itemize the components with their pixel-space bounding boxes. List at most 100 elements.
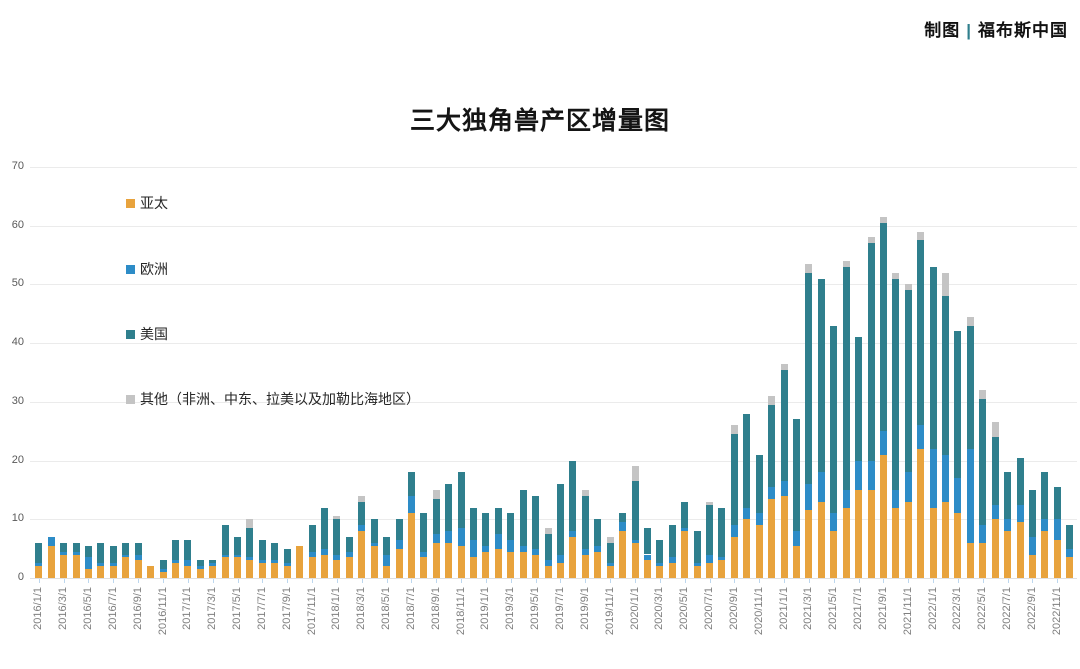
- bar-segment-europe: [1066, 548, 1074, 558]
- bar-segment-asia-pacific: [234, 557, 242, 578]
- x-tick-mark: [784, 579, 786, 583]
- bar-segment-united-states: [892, 278, 900, 490]
- bar-segment-asia-pacific: [147, 566, 155, 578]
- bar-segment-europe: [507, 539, 515, 552]
- bar-segment-europe: [320, 548, 328, 555]
- bar-segment-asia-pacific: [482, 551, 490, 578]
- bar-segment-asia-pacific: [966, 542, 974, 578]
- bar-segment-europe: [693, 563, 701, 567]
- y-tick-label-0: 0: [17, 571, 24, 583]
- bar-segment-europe: [383, 554, 391, 567]
- bar-segment-europe: [668, 557, 676, 564]
- bar-2018/6/1: [395, 0, 403, 578]
- x-tick-label-2021/1/1: 2021/1/1: [777, 587, 790, 630]
- bar-segment-united-states: [470, 507, 478, 540]
- x-tick-label-2018/9/1: 2018/9/1: [429, 587, 442, 630]
- x-tick-mark: [113, 579, 115, 583]
- x-tick-mark: [38, 579, 40, 583]
- bar-segment-asia-pacific: [1004, 531, 1012, 578]
- bar-segment-europe: [991, 504, 999, 520]
- bar-segment-asia-pacific: [296, 545, 304, 578]
- bar-2021/4/1: [817, 0, 825, 578]
- gridline-70: [30, 167, 1077, 168]
- bar-2018/12/1: [470, 0, 478, 578]
- bar-segment-europe: [1041, 519, 1049, 532]
- bar-2017/2/1: [196, 0, 204, 578]
- bar-segment-asia-pacific: [383, 566, 391, 578]
- x-tick-label-2021/11/1: 2021/11/1: [901, 587, 914, 636]
- bar-segment-asia-pacific: [581, 554, 589, 578]
- bar-segment-europe: [867, 460, 875, 490]
- bar-segment-europe: [333, 554, 341, 561]
- x-tick-label-2018/11/1: 2018/11/1: [454, 587, 467, 636]
- bar-segment-europe: [594, 545, 602, 552]
- x-tick-label-2017/1/1: 2017/1/1: [181, 587, 194, 630]
- bar-segment-asia-pacific: [606, 566, 614, 578]
- bar-segment-other-regions: [867, 237, 875, 244]
- bar-segment-united-states: [879, 222, 887, 432]
- x-tick-label-2020/9/1: 2020/9/1: [727, 587, 740, 630]
- bar-segment-united-states: [855, 337, 863, 461]
- bar-segment-asia-pacific: [544, 566, 552, 578]
- bar-2021/10/1: [892, 0, 900, 578]
- bar-segment-europe: [544, 560, 552, 567]
- bar-segment-europe: [457, 528, 465, 546]
- bar-segment-united-states: [966, 325, 974, 449]
- bar-segment-asia-pacific: [519, 551, 527, 578]
- bar-segment-asia-pacific: [370, 545, 378, 578]
- bar-segment-united-states: [556, 484, 564, 555]
- x-tick-mark: [635, 579, 636, 583]
- x-tick-mark: [262, 579, 264, 583]
- bar-segment-other-regions: [606, 536, 614, 543]
- bar-segment-europe: [1028, 536, 1036, 555]
- bar-2019/5/1: [532, 0, 540, 578]
- x-tick-label-2017/7/1: 2017/7/1: [255, 587, 268, 630]
- bar-segment-europe: [407, 495, 415, 514]
- bar-segment-asia-pacific: [507, 551, 515, 578]
- bar-2021/12/1: [917, 0, 925, 578]
- bar-2019/7/1: [556, 0, 564, 578]
- bar-segment-asia-pacific: [942, 501, 950, 578]
- bar-2021/6/1: [842, 0, 850, 578]
- bar-2016/1/1: [35, 0, 43, 578]
- bar-segment-asia-pacific: [879, 454, 887, 578]
- bar-segment-other-regions: [842, 260, 850, 267]
- bar-segment-united-states: [234, 536, 242, 555]
- bar-segment-united-states: [35, 542, 43, 564]
- bar-segment-united-states: [631, 481, 639, 540]
- bar-segment-asia-pacific: [358, 531, 366, 578]
- x-tick-mark: [312, 579, 314, 583]
- x-tick-mark: [88, 579, 90, 583]
- bar-segment-europe: [979, 525, 987, 543]
- bar-segment-united-states: [97, 542, 105, 564]
- bar-2019/8/1: [569, 0, 577, 578]
- bar-segment-asia-pacific: [842, 507, 850, 578]
- gridline-30: [30, 401, 1077, 403]
- bar-segment-asia-pacific: [184, 566, 192, 578]
- bar-segment-asia-pacific: [681, 531, 689, 578]
- bar-segment-europe: [196, 566, 204, 570]
- x-tick-mark: [535, 579, 537, 583]
- x-tick-label-2022/3/1: 2022/3/1: [951, 587, 964, 630]
- bar-segment-asia-pacific: [196, 569, 204, 578]
- bar-segment-europe: [519, 545, 527, 552]
- bar-segment-united-states: [271, 542, 279, 561]
- bar-segment-other-regions: [892, 272, 900, 279]
- bar-segment-europe: [743, 507, 751, 520]
- bar-2021/3/1: [805, 0, 813, 578]
- bar-segment-asia-pacific: [1041, 531, 1049, 578]
- x-tick-mark: [957, 579, 959, 583]
- bar-segment-asia-pacific: [1016, 522, 1024, 578]
- bar-segment-asia-pacific: [954, 513, 962, 578]
- x-tick-mark: [386, 579, 388, 583]
- bar-segment-europe: [780, 481, 788, 496]
- bar-segment-united-states: [544, 533, 552, 561]
- bar-segment-united-states: [1028, 489, 1036, 537]
- bar-segment-united-states: [1004, 472, 1012, 520]
- x-tick-mark: [63, 579, 65, 583]
- bar-segment-asia-pacific: [780, 495, 788, 578]
- bar-segment-asia-pacific: [991, 519, 999, 578]
- y-tick-label-10: 10: [11, 512, 24, 525]
- bar-2018/7/1: [407, 0, 415, 578]
- bar-segment-united-states: [432, 498, 440, 534]
